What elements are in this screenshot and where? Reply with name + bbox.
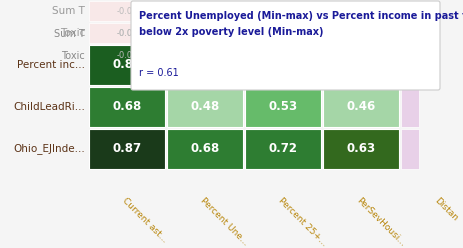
Bar	[245, 23, 321, 43]
Text: -0.01: -0.01	[194, 52, 216, 61]
Text: 0.46: 0.46	[346, 100, 375, 114]
Text: -0.01: -0.01	[116, 29, 138, 37]
Bar	[323, 46, 399, 66]
Text: Percent Unemployed (Min-max) vs Percent income in past year: Percent Unemployed (Min-max) vs Percent …	[139, 11, 463, 21]
Bar	[89, 24, 165, 44]
FancyBboxPatch shape	[131, 1, 440, 90]
Text: below 2x poverty level (Min-max): below 2x poverty level (Min-max)	[139, 27, 324, 37]
Bar	[89, 46, 165, 66]
Text: -0.05: -0.05	[350, 6, 372, 15]
Bar	[245, 87, 321, 127]
Text: -0.01: -0.01	[194, 29, 216, 37]
Text: 0.67: 0.67	[346, 59, 375, 71]
Bar	[89, 23, 165, 43]
Text: PerSevHousi...: PerSevHousi...	[355, 196, 407, 248]
Text: Current ast...: Current ast...	[121, 196, 169, 244]
Text: -0.93: -0.93	[194, 30, 216, 38]
Bar	[167, 129, 243, 169]
Text: Sum T: Sum T	[54, 29, 85, 39]
Text: 0.53: 0.53	[269, 100, 298, 114]
Text: Percent Une...: Percent Une...	[199, 196, 250, 247]
Text: Toxic: Toxic	[61, 51, 85, 61]
Bar	[167, 45, 243, 85]
Bar	[167, 87, 243, 127]
Text: 0.87: 0.87	[113, 59, 142, 71]
Bar	[89, 45, 165, 85]
Text: -0.02: -0.02	[350, 52, 372, 61]
Text: -0.93: -0.93	[194, 6, 216, 15]
Text: r = 0.61: r = 0.61	[139, 68, 179, 78]
Bar	[401, 1, 419, 21]
Text: 0.61: 0.61	[190, 59, 219, 71]
Bar	[245, 24, 321, 44]
Text: ChildLeadRi...: ChildLeadRi...	[13, 102, 85, 112]
Text: Percent inc...: Percent inc...	[17, 60, 85, 70]
Text: Sum T: Sum T	[52, 6, 85, 16]
Text: -0.05: -0.05	[350, 30, 372, 38]
Bar	[401, 87, 419, 127]
Text: 0.65: 0.65	[269, 59, 298, 71]
Text: -0.02: -0.02	[350, 29, 372, 37]
Bar	[401, 23, 419, 43]
Text: 0.72: 0.72	[269, 143, 298, 155]
Text: 0: 0	[281, 52, 286, 61]
Text: 0.68: 0.68	[113, 100, 142, 114]
Text: -0.05: -0.05	[272, 30, 294, 38]
Bar	[323, 1, 399, 21]
Bar	[401, 24, 419, 44]
Bar	[167, 23, 243, 43]
Bar	[401, 129, 419, 169]
Text: Ohio_EJInde...: Ohio_EJInde...	[13, 144, 85, 155]
Bar	[323, 45, 399, 85]
Bar	[323, 24, 399, 44]
Text: -0.06: -0.06	[116, 30, 138, 38]
Bar	[167, 46, 243, 66]
Text: 0.87: 0.87	[113, 143, 142, 155]
Bar	[167, 24, 243, 44]
Bar	[323, 87, 399, 127]
Text: -0.01: -0.01	[116, 52, 138, 61]
Bar	[167, 1, 243, 21]
Text: 0.63: 0.63	[346, 143, 375, 155]
Bar	[245, 46, 321, 66]
Text: Toxic: Toxic	[60, 28, 85, 38]
Bar	[323, 129, 399, 169]
Text: 0.68: 0.68	[190, 143, 219, 155]
Bar	[89, 129, 165, 169]
Bar	[89, 87, 165, 127]
Text: -0.06: -0.06	[116, 6, 138, 15]
Bar	[89, 1, 165, 21]
Text: Percent 25+...: Percent 25+...	[276, 196, 329, 248]
Bar	[245, 45, 321, 85]
Text: Distan: Distan	[432, 196, 459, 223]
Bar	[323, 23, 399, 43]
Text: -0.05: -0.05	[272, 6, 294, 15]
Text: 0: 0	[281, 29, 286, 37]
Bar	[401, 45, 419, 85]
Bar	[245, 129, 321, 169]
Bar	[401, 46, 419, 66]
Text: 0.48: 0.48	[190, 100, 219, 114]
Bar	[245, 1, 321, 21]
